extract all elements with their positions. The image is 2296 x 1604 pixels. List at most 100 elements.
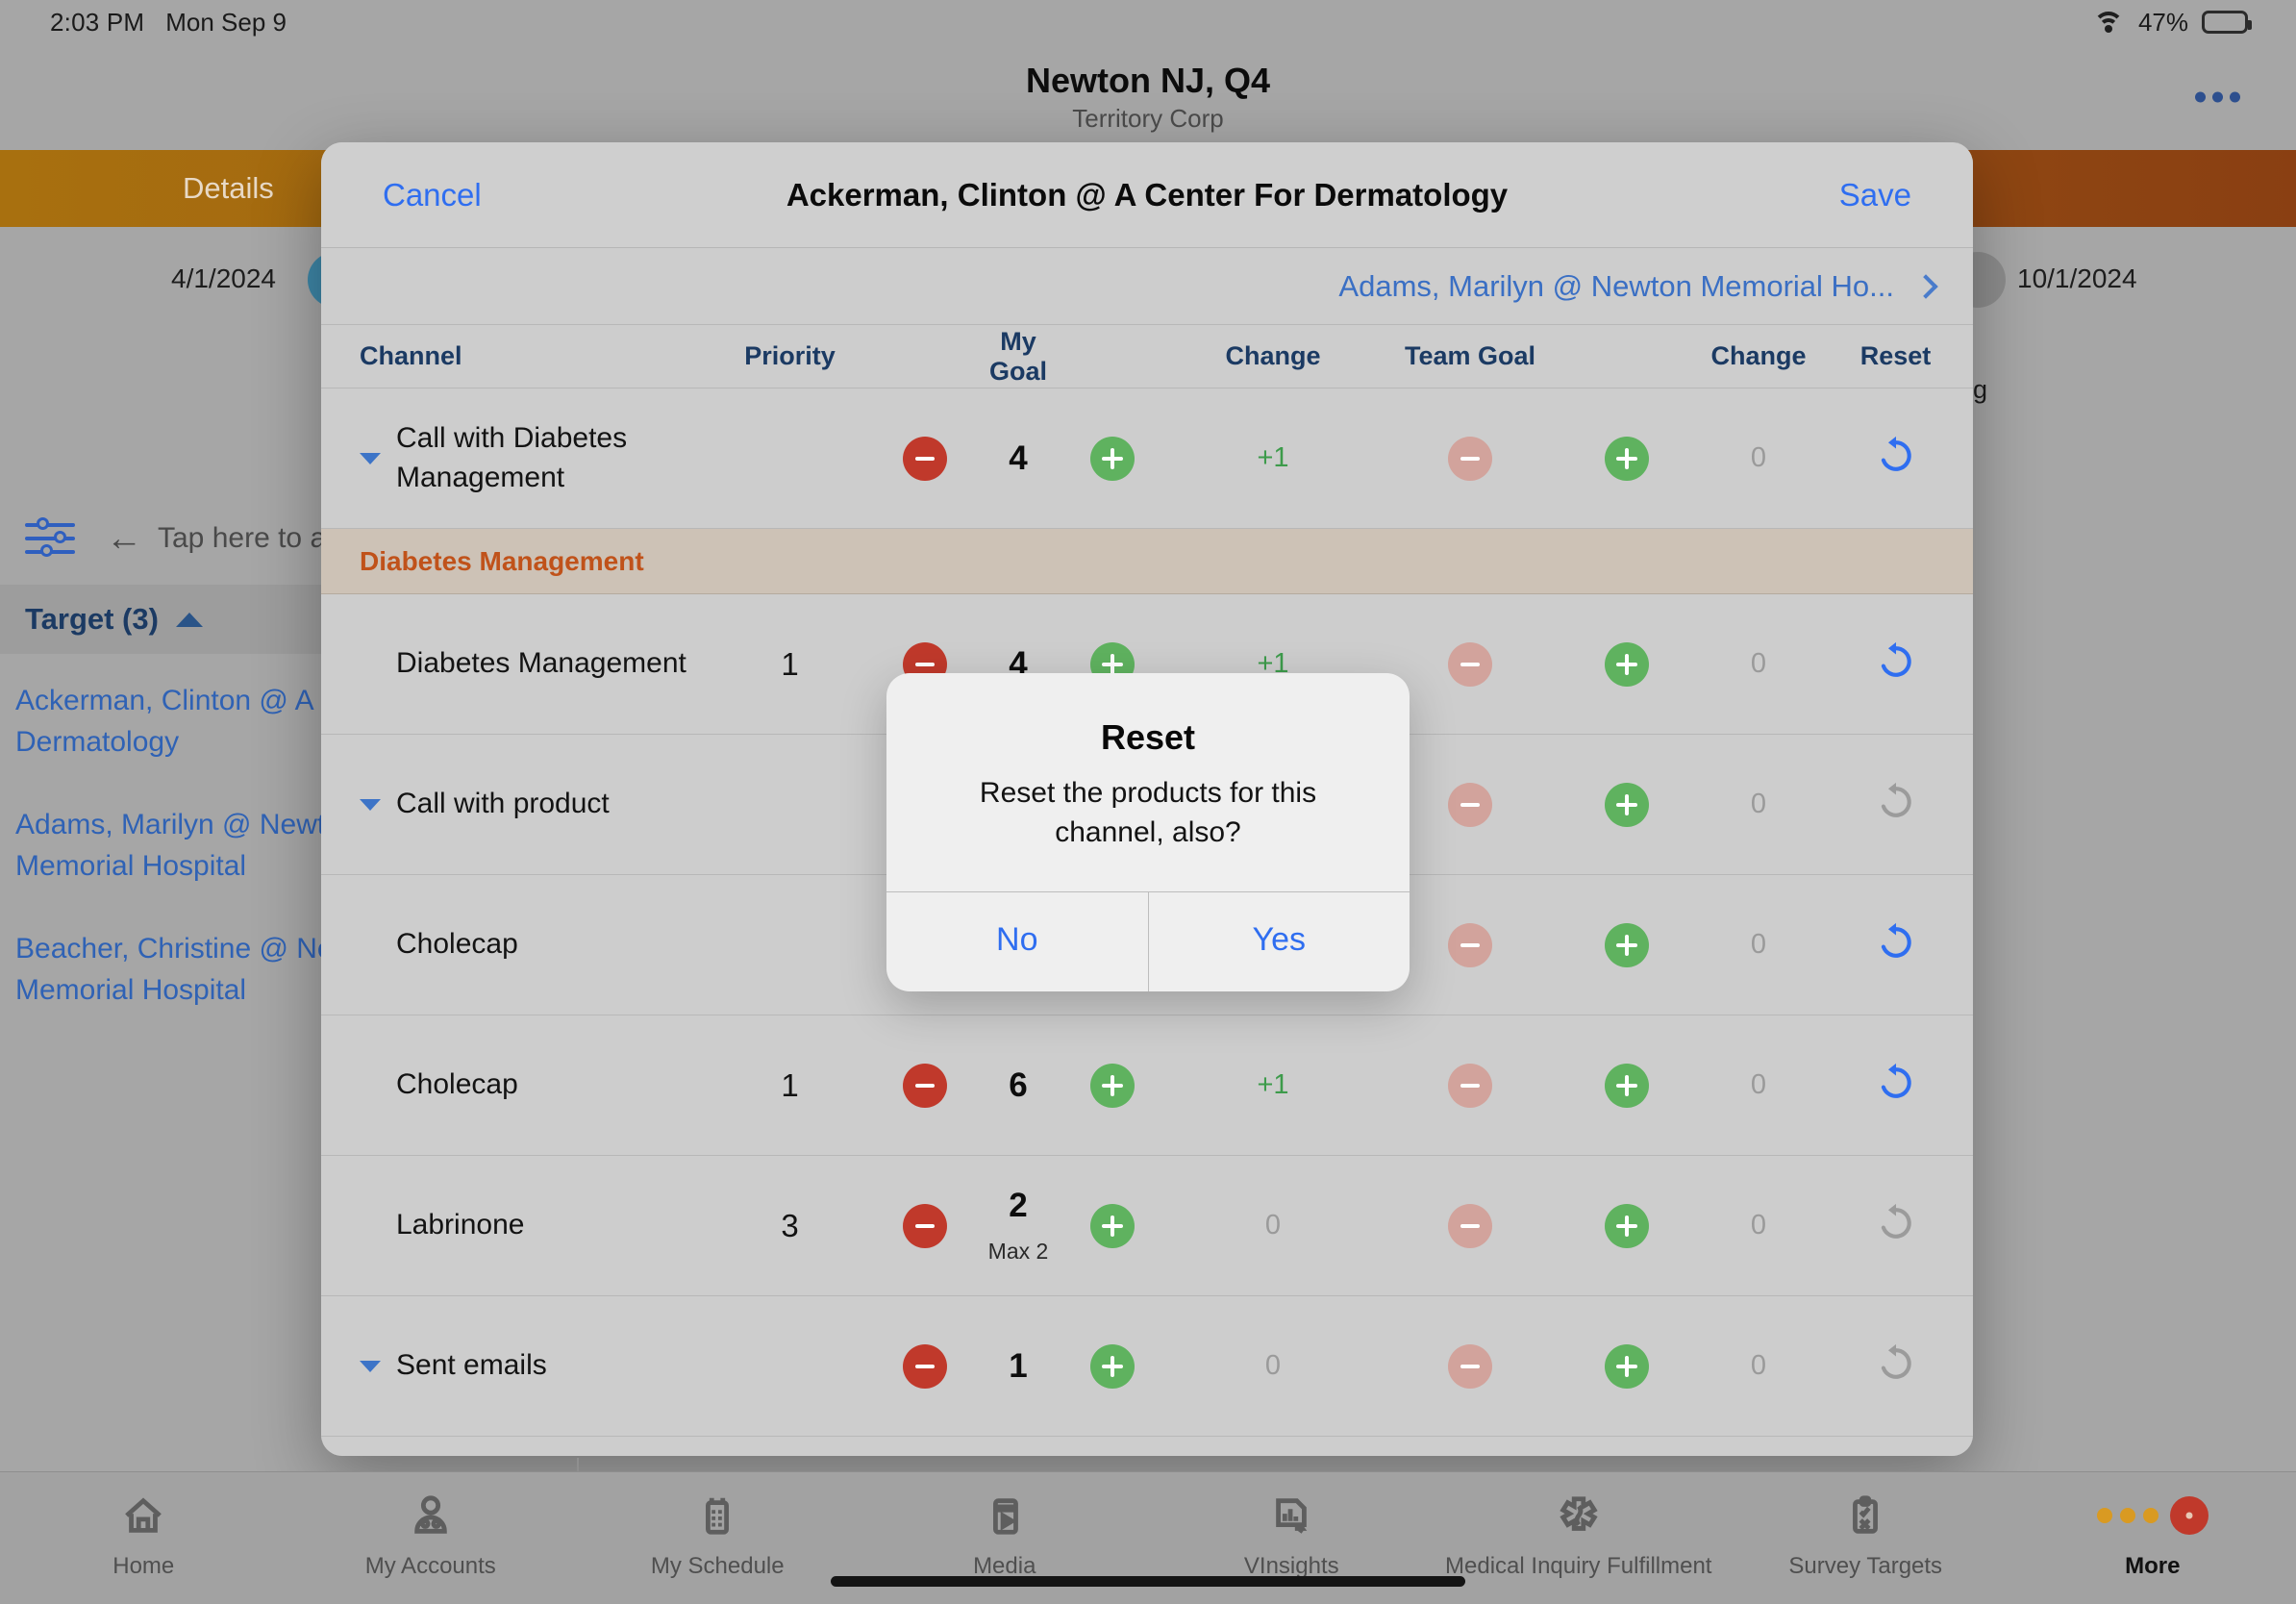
decrement-button[interactable] — [1448, 922, 1492, 967]
tab-media[interactable]: Media — [861, 1472, 1149, 1580]
increment-button[interactable] — [1604, 922, 1649, 967]
row-my-decrement-cell[interactable] — [874, 1203, 975, 1248]
reset-arrow-icon[interactable] — [1874, 434, 1918, 478]
row-reset-cell[interactable] — [1821, 434, 1970, 483]
list-item[interactable]: Adams, Marilyn @ Newto Memorial Hospital — [15, 809, 341, 882]
tab-survey-targets[interactable]: Survey Targets — [1722, 1472, 2009, 1580]
row-team-decrement-cell[interactable] — [1384, 641, 1557, 687]
decrement-button[interactable] — [1448, 1063, 1492, 1108]
list-item[interactable]: Beacher, Christine @ Ne Memorial Hospita… — [15, 933, 334, 1006]
tab-vinsights[interactable]: VInsights — [1148, 1472, 1435, 1580]
row-team-decrement-cell[interactable] — [1384, 922, 1557, 967]
row-team-increment-cell[interactable] — [1557, 922, 1696, 967]
reset-arrow-icon[interactable] — [1874, 920, 1918, 965]
table-row[interactable]: Cholecap 1 6 +1 0 — [321, 1015, 1973, 1156]
row-team-increment-cell[interactable] — [1557, 641, 1696, 687]
increment-button[interactable] — [1089, 436, 1135, 481]
decrement-button[interactable] — [1448, 436, 1492, 481]
alert-yes-button[interactable]: Yes — [1147, 891, 1410, 991]
row-team-decrement-cell[interactable] — [1384, 436, 1557, 481]
expand-caret-icon[interactable] — [360, 798, 381, 811]
cancel-button[interactable]: Cancel — [383, 176, 482, 213]
row-label: Cholecap — [396, 1068, 518, 1101]
row-reset-cell[interactable] — [1821, 920, 1970, 969]
row-team-decrement-cell[interactable] — [1384, 1343, 1557, 1389]
app-header: Newton NJ, Q4 Territory Corp — [0, 44, 2296, 150]
row-my-increment-cell[interactable] — [1061, 1343, 1162, 1389]
caret-up-icon[interactable] — [175, 612, 203, 627]
row-my-decrement-cell[interactable] — [874, 1063, 975, 1108]
increment-button[interactable] — [1604, 436, 1649, 481]
row-reset-cell[interactable] — [1821, 1201, 1970, 1250]
alert-message: Reset the products for this channel, als… — [979, 777, 1317, 849]
chart-share-icon — [1269, 1488, 1313, 1543]
tab-medical-inquiry-fulfillment[interactable]: Medical Inquiry Fulfillment — [1435, 1472, 1723, 1580]
home-icon — [121, 1488, 165, 1543]
row-my-change-cell: +1 — [1257, 1069, 1289, 1100]
tab-label: Survey Targets — [1788, 1553, 1943, 1579]
sliders-icon[interactable] — [25, 517, 75, 560]
row-team-increment-cell[interactable] — [1557, 782, 1696, 827]
status-date: Mon Sep 9 — [165, 7, 287, 37]
tab-home[interactable]: Home — [0, 1472, 287, 1580]
table-row[interactable]: Call with Diabetes Management 4 +1 0 — [321, 388, 1973, 529]
status-time: 2:03 PM — [50, 7, 145, 37]
row-team-decrement-cell[interactable] — [1384, 1063, 1557, 1108]
home-indicator — [831, 1576, 1465, 1587]
reset-arrow-icon[interactable] — [1874, 639, 1918, 684]
decrement-button[interactable] — [902, 436, 947, 481]
reset-arrow-icon[interactable] — [1874, 1201, 1918, 1245]
decrement-button[interactable] — [1448, 1203, 1492, 1248]
reset-arrow-icon[interactable] — [1874, 780, 1918, 824]
row-team-decrement-cell[interactable] — [1384, 1203, 1557, 1248]
decrement-button[interactable] — [1448, 641, 1492, 687]
reset-arrow-icon[interactable] — [1874, 1061, 1918, 1105]
row-my-increment-cell[interactable] — [1061, 436, 1162, 481]
row-reset-cell[interactable] — [1821, 780, 1970, 829]
decrement-button[interactable] — [902, 1203, 947, 1248]
row-my-increment-cell[interactable] — [1061, 1063, 1162, 1108]
row-my-decrement-cell[interactable] — [874, 1343, 975, 1389]
row-team-change-cell: 0 — [1750, 1350, 1767, 1381]
reset-arrow-icon[interactable] — [1874, 1341, 1918, 1386]
row-team-increment-cell[interactable] — [1557, 1063, 1696, 1108]
save-button[interactable]: Save — [1838, 176, 1911, 213]
increment-button[interactable] — [1604, 1063, 1649, 1108]
status-bar-left: 2:03 PM Mon Sep 9 — [50, 8, 287, 38]
row-reset-cell[interactable] — [1821, 1061, 1970, 1110]
increment-button[interactable] — [1604, 782, 1649, 827]
row-my-increment-cell[interactable] — [1061, 1203, 1162, 1248]
ellipsis-icon[interactable] — [2195, 91, 2240, 103]
decrement-button[interactable] — [902, 1063, 947, 1108]
table-row[interactable]: Restolar2+10 — [321, 1437, 1973, 1456]
increment-button[interactable] — [1604, 641, 1649, 687]
caduceus-icon — [1557, 1488, 1601, 1543]
tab-my-schedule[interactable]: My Schedule — [574, 1472, 861, 1580]
row-team-increment-cell[interactable] — [1557, 1343, 1696, 1389]
row-reset-cell[interactable] — [1821, 639, 1970, 689]
row-team-increment-cell[interactable] — [1557, 1203, 1696, 1248]
row-team-decrement-cell[interactable] — [1384, 782, 1557, 827]
increment-button[interactable] — [1089, 1063, 1135, 1108]
increment-button[interactable] — [1604, 1203, 1649, 1248]
row-reset-cell[interactable] — [1821, 1341, 1970, 1391]
tab-my-accounts[interactable]: My Accounts — [287, 1472, 575, 1580]
expand-caret-icon[interactable] — [360, 1360, 381, 1372]
table-row[interactable]: Sent emails 1 0 0 — [321, 1296, 1973, 1437]
next-account-link[interactable]: Adams, Marilyn @ Newton Memorial Ho... — [1338, 268, 1894, 303]
decrement-button[interactable] — [1448, 782, 1492, 827]
back-arrow-icon[interactable]: ← — [106, 518, 142, 559]
row-team-increment-cell[interactable] — [1557, 436, 1696, 481]
row-my-decrement-cell[interactable] — [874, 436, 975, 481]
increment-button[interactable] — [1089, 1343, 1135, 1389]
decrement-button[interactable] — [1448, 1343, 1492, 1389]
table-row[interactable]: Labrinone 3 2 Max 2 0 0 — [321, 1156, 1973, 1296]
next-account-nav[interactable]: Adams, Marilyn @ Newton Memorial Ho... — [321, 248, 1973, 325]
increment-button[interactable] — [1089, 1203, 1135, 1248]
increment-button[interactable] — [1604, 1343, 1649, 1389]
alert-no-button[interactable]: No — [996, 920, 1038, 958]
expand-caret-icon[interactable] — [360, 452, 381, 464]
decrement-button[interactable] — [902, 1343, 947, 1389]
column-header-team-goal: Team Goal — [1404, 341, 1536, 370]
tab-more[interactable]: More — [2009, 1472, 2296, 1580]
